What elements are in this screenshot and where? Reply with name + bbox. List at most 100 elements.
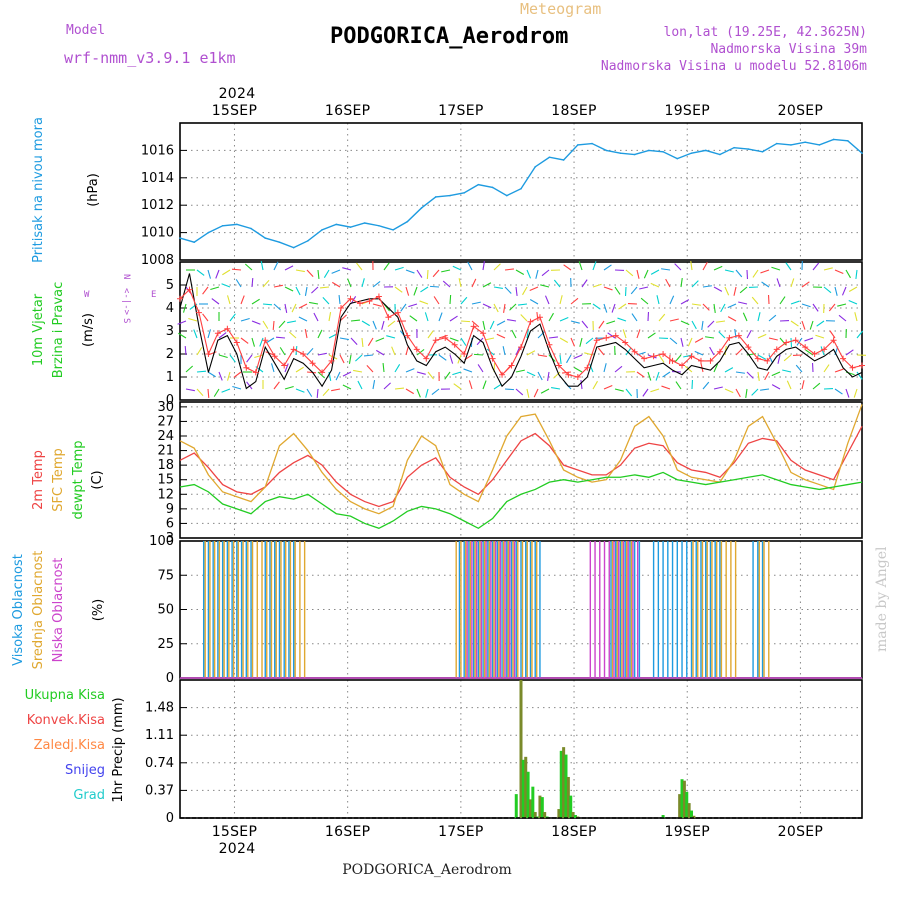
pressure-line — [179, 138, 863, 249]
wind-gust-marker — [489, 355, 496, 362]
wind-barb — [790, 278, 795, 288]
wind-barb — [317, 371, 326, 379]
wind-barb — [779, 296, 786, 305]
wind-barb — [284, 286, 294, 292]
pressure-panel: 1008 1010 1012 1014 1016 — [141, 122, 863, 268]
wind-barb — [639, 286, 649, 290]
wind-barb — [489, 320, 495, 330]
wind-barb — [471, 301, 481, 305]
wind-barb — [449, 337, 459, 342]
wind-barb — [504, 388, 515, 391]
pressure-ytick-label: 1010 — [141, 226, 174, 241]
wind-barb — [221, 388, 231, 393]
wind-gust-marker — [821, 346, 828, 353]
wind-barb — [331, 269, 341, 274]
wind-barb — [597, 347, 605, 356]
temp-side-label-2: SFC Temp — [51, 448, 66, 512]
wind-barb — [848, 286, 858, 292]
wind-barb — [669, 337, 678, 345]
wind-barb — [372, 380, 376, 390]
wind-gust-marker — [300, 351, 307, 357]
wind-barb — [694, 350, 704, 356]
pressure-point — [832, 138, 835, 141]
wind-barb — [251, 320, 261, 325]
cloud-ytick-label: 75 — [157, 568, 174, 583]
wind-gust-marker — [584, 364, 591, 371]
wind-barb — [690, 261, 693, 271]
pressure-point — [221, 224, 224, 227]
wind-barb — [178, 332, 187, 339]
wind-gust-marker — [764, 357, 771, 364]
wind-barb — [611, 303, 616, 313]
precip-bar — [566, 776, 570, 818]
wind-gust-marker — [356, 300, 363, 307]
wind-barb — [796, 337, 803, 346]
wind-gust-marker — [451, 341, 458, 348]
cloud-unit-label: (%) — [91, 599, 106, 622]
wind-gust-marker — [508, 362, 515, 369]
wind-barb — [468, 380, 473, 390]
wind-barb — [317, 329, 323, 339]
cloud-side-label-1: Visoka Oblacnost — [11, 554, 26, 666]
wind-barb — [259, 337, 264, 347]
wind-barb — [515, 369, 525, 373]
cloud-panel: 0 25 50 75 100 — [149, 534, 863, 686]
wind-barb — [724, 388, 734, 394]
wind-barb — [265, 351, 275, 356]
wind-gust-marker — [186, 286, 193, 293]
wind-gust-marker — [754, 355, 761, 362]
temp-ytick-label: 12 — [157, 487, 174, 502]
wind-barb — [520, 314, 528, 322]
wind-barb — [405, 269, 415, 274]
wind-barb — [720, 303, 726, 313]
wind-barb — [342, 384, 352, 390]
wind-barb — [785, 262, 792, 271]
wind-barb — [350, 319, 361, 322]
wind-barb — [482, 380, 487, 390]
wind-barb — [622, 329, 627, 339]
wind-barb — [493, 383, 502, 390]
wind-barb — [273, 284, 283, 288]
wind-barb — [511, 329, 517, 339]
wind-barb — [603, 303, 608, 313]
wind-barb — [460, 320, 471, 323]
wind-gust-marker — [328, 357, 335, 364]
pressure-point — [434, 196, 437, 198]
wind-barb — [471, 278, 477, 288]
wind-barb — [707, 320, 715, 328]
wind-barb — [522, 286, 528, 296]
wind-barb — [845, 388, 850, 398]
wind-gust-marker — [688, 353, 695, 360]
model-altitude-label: Nadmorska Visina u modelu 52.8106m — [601, 59, 867, 74]
lonlat-label: lon,lat (19.25E, 42.3625N) — [664, 25, 868, 40]
wind-barb — [210, 286, 220, 291]
wind-barb — [262, 279, 270, 288]
wind-barb — [202, 313, 209, 322]
wind-barb — [420, 286, 429, 293]
wind-gust-marker — [499, 371, 506, 378]
wind-barb — [504, 268, 514, 271]
wind-gust-marker — [271, 353, 278, 360]
pressure-point — [250, 227, 252, 230]
wind-barb — [279, 347, 286, 356]
precip-ytick-label: 1.48 — [145, 701, 174, 716]
wind-barb — [727, 303, 737, 309]
wind-barb — [509, 303, 517, 311]
precip-bar — [562, 747, 566, 818]
wind-barb — [606, 320, 616, 325]
wind-barb — [432, 269, 440, 278]
pressure-point — [477, 183, 480, 186]
wind-barb — [387, 320, 396, 327]
wind-barb — [752, 269, 759, 278]
wind-barb — [548, 336, 558, 339]
precip-bar — [564, 754, 568, 818]
wind-barb — [675, 381, 682, 390]
wind-gust-marker — [290, 346, 297, 353]
wind-barb — [405, 346, 409, 356]
wind-barb — [356, 262, 363, 271]
top-date-label: 18SEP — [551, 103, 597, 119]
wind-barb — [713, 286, 723, 292]
year-bottom: 2024 — [219, 841, 256, 857]
temp-ytick-label: 6 — [166, 516, 174, 531]
wind-barb — [262, 303, 273, 306]
